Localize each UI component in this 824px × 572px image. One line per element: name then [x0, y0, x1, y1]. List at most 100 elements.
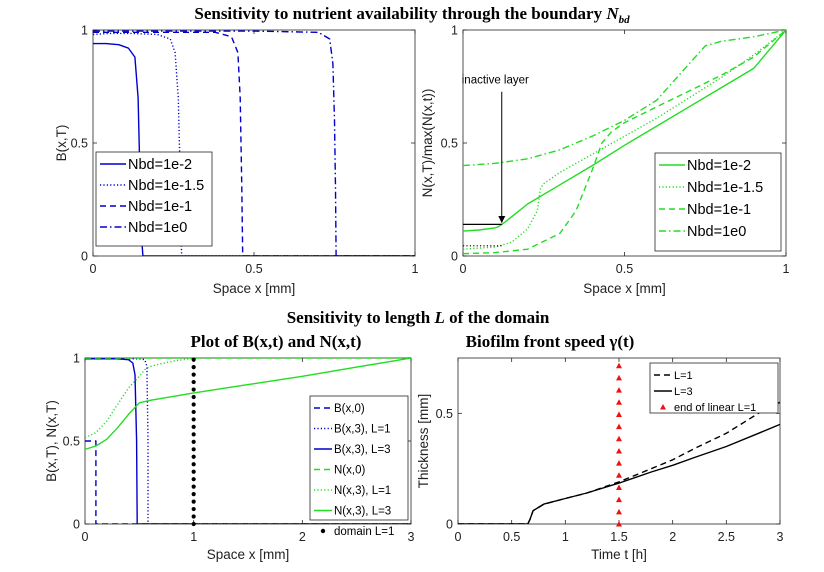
y-axis-label: N(x,T)/max(N(x,t)) [420, 89, 435, 198]
legend-label-2: B(x,3), L=3 [334, 444, 391, 456]
y-tick-label: 1 [451, 24, 458, 38]
x-tick-label: 0 [455, 530, 462, 544]
plot-lines [85, 358, 411, 524]
series-line-2 [93, 31, 415, 256]
y-tick-label: 0.5 [63, 435, 80, 449]
panel-nutrient-nbd: 0 0.5 1 0 0.5 1 Space x [mm] N(x,T)/max(N(x,t))… [420, 24, 790, 297]
legend: L=1 L=3 end of linear L=1 [649, 362, 779, 414]
legend-label-1: Nbd=1e-1.5 [687, 180, 763, 196]
series-line-2 [463, 30, 786, 255]
legend-label-3: Nbd=1e0 [128, 220, 187, 236]
series-line-5 [85, 358, 411, 450]
series-line-3 [93, 30, 415, 256]
series-line-0 [463, 30, 786, 232]
x-tick-label: 0.5 [245, 262, 262, 276]
series-line-1 [93, 32, 415, 256]
marker-triangle [616, 460, 622, 466]
plot-lines [463, 30, 786, 255]
marker-domain-point [191, 521, 196, 527]
marker-triangle [616, 484, 622, 490]
x-tick-label: 2 [669, 530, 676, 544]
marker-domain-point [191, 365, 196, 370]
marker-triangle [616, 387, 622, 393]
legend-box [95, 151, 213, 247]
x-axis-label: Space x [mm] [583, 281, 666, 296]
x-tick-label: 0 [90, 262, 97, 276]
legend-label-2: Nbd=1e-1 [687, 202, 751, 218]
legend-label-0: Nbd=1e-2 [687, 158, 751, 174]
marker-domain-point [191, 417, 196, 422]
marker-domain-point [191, 484, 196, 489]
legend-label-3: Nbd=1e0 [687, 224, 746, 240]
legend-label-4: N(x,3), L=1 [334, 485, 391, 497]
x-axis-label: Space x [mm] [207, 547, 290, 562]
legend-label-6: domain L=1 [334, 526, 394, 538]
legend-label-0: Nbd=1e-2 [128, 157, 192, 173]
panel-front-speed: 0 0.5 1 1.5 2 2.5 3 0 0.5 Time t [h] Thickness [mm… [416, 332, 784, 562]
marker-domain-point [191, 372, 196, 377]
x-tick-label: 0.5 [616, 262, 633, 276]
figure-title-middle: Sensitivity to length L of the domain [287, 308, 550, 327]
marker-domain-point [191, 394, 196, 400]
marker-domain-point [191, 439, 196, 444]
x-tick-label: 2 [299, 530, 306, 544]
series-line-2 [85, 358, 411, 524]
marker-domain-point [191, 357, 196, 362]
marker-domain-point [191, 387, 196, 392]
plot-lines [458, 401, 780, 524]
legend-label-1: B(x,3), L=1 [334, 424, 391, 436]
y-tick-label: 0.5 [441, 137, 458, 151]
marker-domain-point [191, 469, 196, 474]
legend: B(x,0) B(x,3), L=1 B(x,3), L=3 N(x,0) N(x,3)… [309, 395, 409, 538]
marker-domain-point [191, 454, 196, 459]
figure-title-top: Sensitivity to nutrient availability thr… [194, 4, 630, 26]
marker-domain-point [191, 447, 196, 452]
x-tick-label: 0 [460, 262, 467, 276]
marker-triangle [616, 472, 622, 478]
x-tick-label: 1 [783, 262, 790, 276]
legend-label-5: N(x,3), L=3 [334, 506, 391, 518]
marker-domain-point [191, 477, 196, 482]
marker-triangle [616, 447, 622, 454]
x-tick-label: 3 [777, 530, 784, 544]
marker-domain-point [191, 499, 196, 504]
y-tick-label: 0.5 [436, 407, 453, 421]
marker-domain-point [191, 379, 196, 385]
y-tick-label: 0 [451, 250, 458, 264]
marker-domain-point [191, 462, 196, 467]
marker-domain-point [191, 432, 196, 437]
y-tick-label: 1 [81, 24, 88, 38]
marker-triangle [616, 521, 622, 527]
legend-label-0: L=1 [674, 370, 693, 382]
legend-box [309, 395, 409, 521]
panel-title: Biofilm front speed γ(t) [466, 332, 635, 351]
y-tick-label: 0.5 [71, 137, 88, 151]
marker-domain-point [191, 492, 196, 497]
x-tick-label: 0.5 [503, 530, 520, 544]
legend-box [654, 152, 782, 252]
marker-triangle [616, 411, 622, 417]
marker-triangle [616, 374, 622, 381]
marker-triangle [616, 508, 622, 515]
x-tick-label: 1 [562, 530, 569, 544]
marker-triangle [616, 399, 622, 405]
legend-box [649, 362, 779, 414]
marker-domain-point [191, 409, 196, 415]
x-tick-label: 0 [82, 530, 89, 544]
y-axis-label: B(x,T), N(x,T) [44, 400, 59, 482]
series-line-3 [463, 30, 786, 167]
panel-b-and-n-length: 0 1 2 3 0 0.5 1 Space x [mm] B(x,T), N(x,T) Plot … [44, 332, 415, 562]
y-axis-label: Thickness [mm] [416, 394, 431, 489]
x-axis-label: Time t [h] [591, 547, 647, 562]
marker-domain-point [191, 506, 196, 512]
series-line-0 [85, 440, 411, 524]
x-tick-label: 1.5 [610, 530, 627, 544]
marker-triangle [616, 496, 622, 503]
marker-domain-point [191, 402, 196, 407]
panel-title: Plot of B(x,t) and N(x,t) [191, 332, 362, 351]
legend-label-3: N(x,0) [334, 465, 365, 477]
legend-label-0: B(x,0) [334, 403, 365, 415]
y-tick-label: 1 [73, 352, 80, 366]
